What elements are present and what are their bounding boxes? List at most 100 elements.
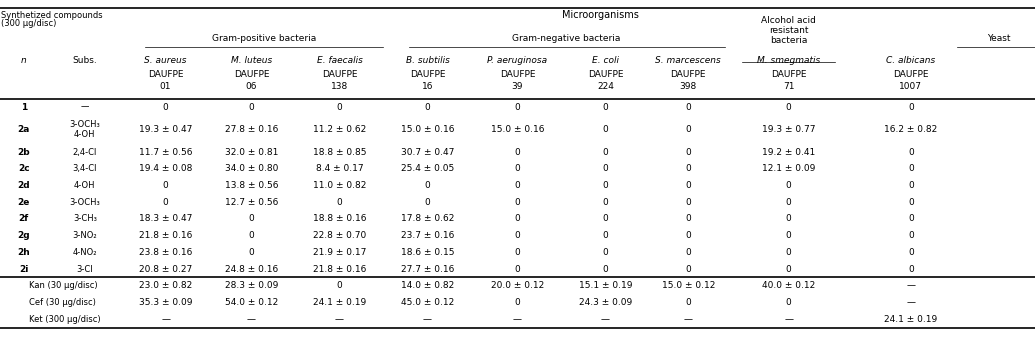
Text: 23.7 ± 0.16: 23.7 ± 0.16: [401, 231, 454, 240]
Text: (300 μg/disc): (300 μg/disc): [1, 19, 57, 28]
Text: 0: 0: [602, 214, 609, 223]
Text: 0: 0: [786, 102, 792, 112]
Text: 3-OCH₃
4-OH: 3-OCH₃ 4-OH: [69, 120, 100, 139]
Text: 0: 0: [514, 214, 521, 223]
Text: 3,4-Cl: 3,4-Cl: [72, 164, 97, 174]
Text: 0: 0: [248, 248, 255, 257]
Text: 0: 0: [908, 265, 914, 274]
Text: Gram-negative bacteria: Gram-negative bacteria: [512, 34, 621, 43]
Text: 2,4-Cl: 2,4-Cl: [72, 148, 97, 157]
Text: 0: 0: [685, 231, 691, 240]
Text: 0: 0: [336, 281, 343, 290]
Text: E. coli: E. coli: [592, 56, 619, 65]
Text: 30.7 ± 0.47: 30.7 ± 0.47: [401, 148, 454, 157]
Text: 35.3 ± 0.09: 35.3 ± 0.09: [139, 298, 193, 307]
Text: 27.8 ± 0.16: 27.8 ± 0.16: [225, 125, 278, 134]
Text: M. smegmatis: M. smegmatis: [757, 56, 821, 65]
Text: DAUFPE: DAUFPE: [322, 70, 357, 79]
Text: 0: 0: [514, 231, 521, 240]
Text: —: —: [335, 315, 344, 324]
Text: 0: 0: [162, 102, 169, 112]
Text: 4-OH: 4-OH: [75, 181, 95, 190]
Text: S. marcescens: S. marcescens: [655, 56, 721, 65]
Text: DAUFPE: DAUFPE: [671, 70, 706, 79]
Text: 19.4 ± 0.08: 19.4 ± 0.08: [139, 164, 193, 174]
Text: Subs.: Subs.: [72, 56, 97, 65]
Text: 0: 0: [424, 181, 431, 190]
Text: 16.2 ± 0.82: 16.2 ± 0.82: [884, 125, 938, 134]
Text: 13.8 ± 0.56: 13.8 ± 0.56: [225, 181, 278, 190]
Text: S. aureus: S. aureus: [144, 56, 187, 65]
Text: 39: 39: [511, 83, 524, 91]
Text: —: —: [601, 315, 610, 324]
Text: —: —: [423, 315, 432, 324]
Text: 16: 16: [421, 83, 434, 91]
Text: Gram-positive bacteria: Gram-positive bacteria: [212, 34, 316, 43]
Text: 06: 06: [245, 83, 258, 91]
Text: 8.4 ± 0.17: 8.4 ± 0.17: [316, 164, 363, 174]
Text: 15.1 ± 0.19: 15.1 ± 0.19: [579, 281, 632, 290]
Text: 4-NO₂: 4-NO₂: [72, 248, 97, 257]
Text: 21.8 ± 0.16: 21.8 ± 0.16: [139, 231, 193, 240]
Text: E. faecalis: E. faecalis: [317, 56, 362, 65]
Text: 0: 0: [602, 148, 609, 157]
Text: 23.8 ± 0.16: 23.8 ± 0.16: [139, 248, 193, 257]
Text: 40.0 ± 0.12: 40.0 ± 0.12: [762, 281, 816, 290]
Text: 0: 0: [786, 265, 792, 274]
Text: 3-Cl: 3-Cl: [77, 265, 93, 274]
Text: 11.7 ± 0.56: 11.7 ± 0.56: [139, 148, 193, 157]
Text: 0: 0: [248, 214, 255, 223]
Text: 0: 0: [514, 148, 521, 157]
Text: 24.8 ± 0.16: 24.8 ± 0.16: [225, 265, 278, 274]
Text: 138: 138: [331, 83, 348, 91]
Text: 24.3 ± 0.09: 24.3 ± 0.09: [579, 298, 632, 307]
Text: C. albicans: C. albicans: [886, 56, 936, 65]
Text: 0: 0: [786, 248, 792, 257]
Text: 19.2 ± 0.41: 19.2 ± 0.41: [762, 148, 816, 157]
Text: 18.3 ± 0.47: 18.3 ± 0.47: [139, 214, 193, 223]
Text: 1007: 1007: [899, 83, 922, 91]
Text: 2a: 2a: [18, 125, 30, 134]
Text: 0: 0: [685, 298, 691, 307]
Text: 0: 0: [248, 231, 255, 240]
Text: 20.8 ± 0.27: 20.8 ± 0.27: [139, 265, 193, 274]
Text: 21.8 ± 0.16: 21.8 ± 0.16: [313, 265, 366, 274]
Text: Microorganisms: Microorganisms: [562, 10, 639, 20]
Text: 17.8 ± 0.62: 17.8 ± 0.62: [401, 214, 454, 223]
Text: 2i: 2i: [19, 265, 29, 274]
Text: —: —: [161, 315, 170, 324]
Text: DAUFPE: DAUFPE: [588, 70, 623, 79]
Text: DAUFPE: DAUFPE: [410, 70, 445, 79]
Text: 0: 0: [248, 102, 255, 112]
Text: 0: 0: [602, 231, 609, 240]
Text: 71: 71: [782, 83, 795, 91]
Text: 11.2 ± 0.62: 11.2 ± 0.62: [313, 125, 366, 134]
Text: 0: 0: [514, 265, 521, 274]
Text: 14.0 ± 0.82: 14.0 ± 0.82: [401, 281, 454, 290]
Text: 0: 0: [514, 164, 521, 174]
Text: 224: 224: [597, 83, 614, 91]
Text: 3-CH₃: 3-CH₃: [72, 214, 97, 223]
Text: 2f: 2f: [19, 214, 29, 223]
Text: 0: 0: [424, 198, 431, 207]
Text: 2e: 2e: [18, 198, 30, 207]
Text: 0: 0: [602, 125, 609, 134]
Text: 0: 0: [685, 164, 691, 174]
Text: 398: 398: [680, 83, 697, 91]
Text: 20.0 ± 0.12: 20.0 ± 0.12: [491, 281, 544, 290]
Text: 0: 0: [908, 164, 914, 174]
Text: 12.1 ± 0.09: 12.1 ± 0.09: [762, 164, 816, 174]
Text: P. aeruginosa: P. aeruginosa: [487, 56, 548, 65]
Text: 0: 0: [908, 248, 914, 257]
Text: Cef (30 μg/disc): Cef (30 μg/disc): [29, 298, 96, 307]
Text: Kan (30 μg/disc): Kan (30 μg/disc): [29, 281, 97, 290]
Text: 24.1 ± 0.19: 24.1 ± 0.19: [884, 315, 938, 324]
Text: 0: 0: [908, 198, 914, 207]
Text: 19.3 ± 0.47: 19.3 ± 0.47: [139, 125, 193, 134]
Text: 0: 0: [162, 198, 169, 207]
Text: 0: 0: [685, 198, 691, 207]
Text: 0: 0: [685, 214, 691, 223]
Text: 19.3 ± 0.77: 19.3 ± 0.77: [762, 125, 816, 134]
Text: 18.6 ± 0.15: 18.6 ± 0.15: [401, 248, 454, 257]
Text: 0: 0: [786, 198, 792, 207]
